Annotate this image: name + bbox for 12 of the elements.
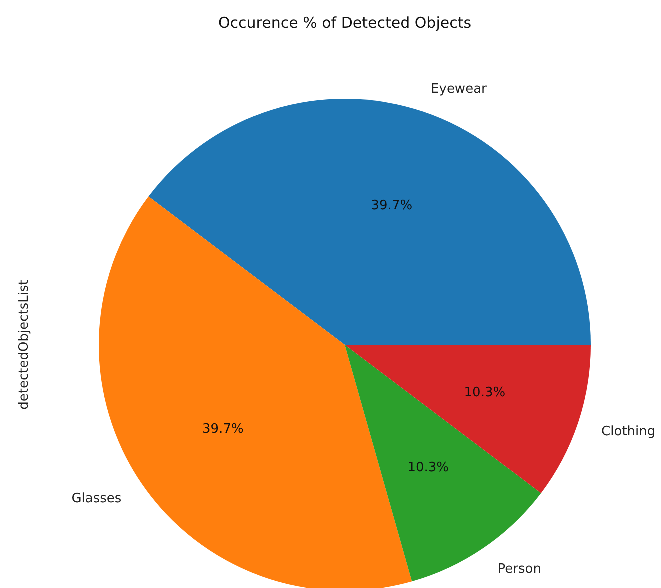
slice-label: Eyewear (431, 82, 488, 97)
data-label: 39.7% (371, 198, 413, 214)
data-label: 10.3% (408, 460, 450, 476)
slice-label: Clothing (602, 424, 656, 440)
chart-title: Occurence % of Detected Objects (218, 14, 472, 32)
data-label: 39.7% (202, 422, 244, 437)
text: detectedObjectsList (17, 280, 32, 410)
pie-slice (345, 345, 591, 494)
slice-label: Glasses (72, 491, 122, 506)
slice-label: Person (498, 562, 542, 577)
data-label: 10.3% (464, 385, 506, 400)
pie-slice (148, 99, 591, 345)
